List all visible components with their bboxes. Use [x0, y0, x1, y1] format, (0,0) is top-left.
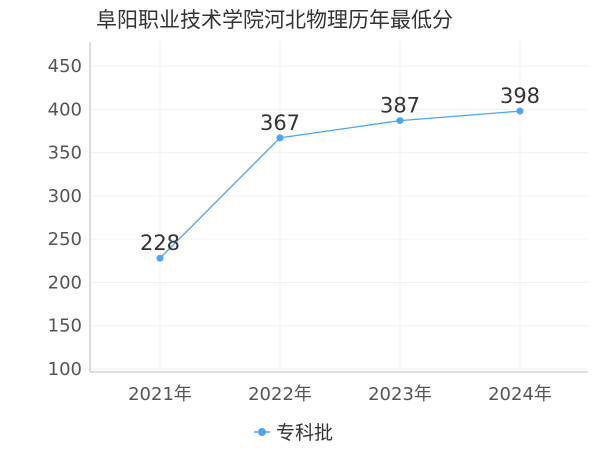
data-label: 228 — [140, 231, 180, 255]
data-point — [396, 117, 404, 125]
legend-marker — [258, 428, 266, 436]
series-layer: 228 367 387 398 — [140, 84, 540, 262]
legend-label: 专科批 — [276, 422, 333, 444]
x-tick-label: 2022年 — [248, 384, 312, 405]
data-label: 387 — [380, 94, 420, 118]
axis-layer — [89, 42, 588, 373]
y-tick-label: 150 — [48, 316, 82, 337]
y-tick-label: 200 — [48, 272, 82, 293]
grid-layer — [90, 42, 588, 372]
data-point — [516, 107, 524, 115]
data-label: 367 — [260, 111, 300, 135]
x-tick-label: 2024年 — [488, 384, 552, 405]
y-tick-label: 100 — [48, 359, 82, 380]
y-tick-label: 250 — [48, 229, 82, 250]
y-axis-ticks: 100 150 200 250 300 350 400 450 — [48, 56, 82, 380]
y-tick-label: 400 — [48, 99, 82, 120]
series-line — [159, 110, 521, 259]
y-tick-label: 300 — [48, 186, 82, 207]
data-point — [276, 134, 284, 142]
data-label: 398 — [500, 84, 540, 108]
x-tick-label: 2023年 — [368, 384, 432, 405]
x-tick-label: 2021年 — [128, 384, 192, 405]
chart-title: 阜阳职业技术学院河北物理历年最低分 — [96, 8, 453, 32]
data-point — [156, 254, 164, 262]
x-axis-ticks: 2021年 2022年 2023年 2024年 — [128, 384, 552, 405]
y-tick-label: 450 — [48, 56, 82, 77]
legend[interactable]: 专科批 — [254, 422, 333, 444]
y-tick-label: 350 — [48, 143, 82, 164]
